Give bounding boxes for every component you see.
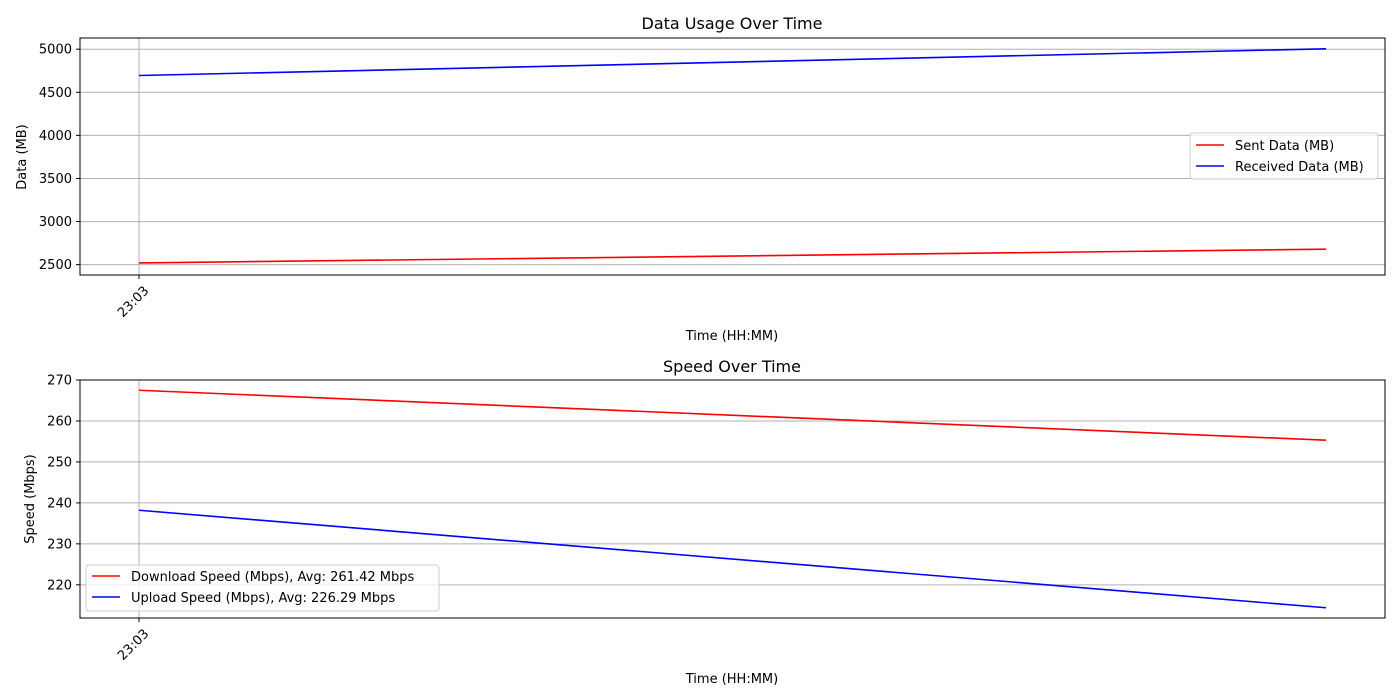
plot-frame [79,37,1386,276]
series-line-1 [138,389,1327,442]
y-tick-label: 250 [47,455,72,470]
x-axis-label: Time (HH:MM) [685,672,778,687]
y-tick-label: 230 [47,537,72,552]
legend: Download Speed (Mbps), Avg: 261.42 Mbps … [85,564,440,612]
x-axis-label: Time (HH:MM) [685,329,778,344]
legend: Sent Data (MB) Received Data (MB) [1189,132,1379,180]
y-tick-label: 4000 [39,129,72,144]
legend-box [1189,132,1379,180]
y-tick-label: 220 [47,578,72,593]
data-usage-chart: Data Usage Over Time 2500 3000 3500 4000 450… [15,14,1386,344]
y-tick-label: 4500 [39,86,72,101]
series-line-1 [138,248,1327,264]
plot-frame [79,379,1386,619]
y-tick-label: 3500 [39,172,72,187]
y-tick-label: 2500 [39,258,72,273]
legend-box [85,564,440,612]
legend-download-label: Download Speed (Mbps), Avg: 261.42 Mbps [131,570,414,585]
chart-title: Speed Over Time [663,357,801,376]
chart-title: Data Usage Over Time [642,14,823,33]
y-tick-label: 270 [47,374,72,389]
series-line-2 [138,509,1327,609]
y-tick-label: 5000 [39,43,72,58]
series-line-2 [138,47,1327,77]
legend-received-label: Received Data (MB) [1235,160,1364,175]
y-axis-label: Data (MB) [15,124,30,189]
speed-chart: Speed Over Time 220 230 240 250 260 270 23:03… [23,357,1386,687]
y-tick-label: 240 [47,496,72,511]
x-tick-label: 23:03 [115,627,152,664]
y-tick-label: 3000 [39,215,72,230]
y-axis-label: Speed (Mbps) [23,454,38,544]
legend-sent-label: Sent Data (MB) [1235,139,1334,154]
y-tick-label: 260 [47,414,72,429]
legend-upload-label: Upload Speed (Mbps), Avg: 226.29 Mbps [131,591,395,606]
x-tick-label: 23:03 [115,284,152,321]
